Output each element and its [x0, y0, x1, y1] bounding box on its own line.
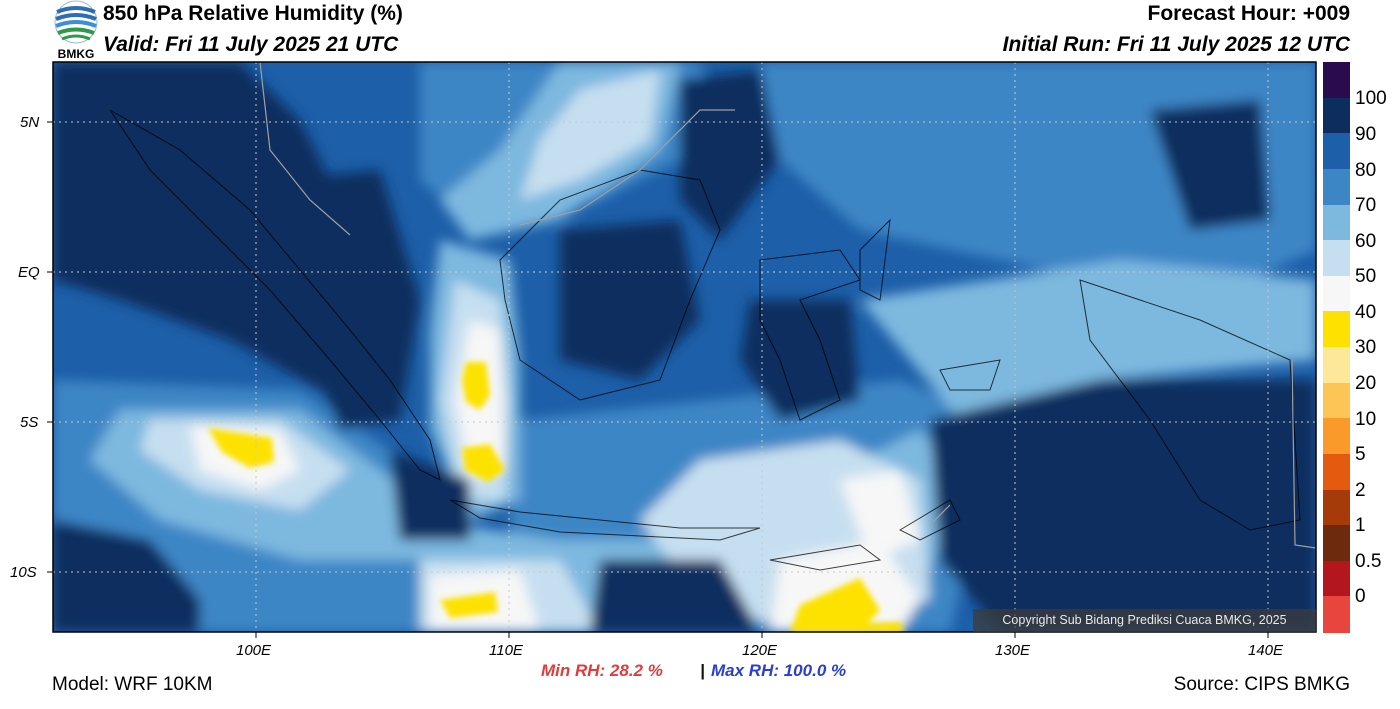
colorbar-label-30: 30 — [1355, 337, 1377, 358]
colorbar-label-20: 20 — [1355, 373, 1377, 394]
colorbar-segment — [1323, 204, 1350, 241]
lat-label-5n: 5N — [20, 114, 40, 131]
colorbar-segment — [1323, 418, 1350, 455]
initial-run: Initial Run: Fri 11 July 2025 12 UTC — [1002, 33, 1350, 56]
colorbar-segment — [1323, 168, 1350, 205]
colorbar — [1323, 62, 1350, 633]
lon-label-100e: 100E — [236, 642, 272, 659]
coastlines — [109, 109, 1301, 571]
lon-label-130e: 130E — [995, 642, 1031, 659]
colorbar-segment — [1323, 560, 1350, 597]
colorbar-label-2: 2 — [1355, 480, 1366, 501]
logo-text: BMKG — [58, 47, 95, 60]
colorbar-segment — [1323, 133, 1350, 170]
borders — [259, 62, 1316, 549]
lat-label-5s: 5S — [20, 414, 39, 431]
colorbar-segment — [1323, 347, 1350, 384]
colorbar-segment — [1323, 489, 1350, 526]
colorbar-segment — [1323, 311, 1350, 348]
rh-field — [53, 62, 1316, 632]
colorbar-label-70: 70 — [1355, 195, 1377, 216]
colorbar-label-0: 0 — [1355, 586, 1366, 607]
valid-time: Valid: Fri 11 July 2025 21 UTC — [103, 33, 399, 56]
gridlines — [53, 62, 1316, 632]
colorbar-segment — [1323, 97, 1350, 134]
map-title: 850 hPa Relative Humidity (%) — [103, 2, 403, 25]
colorbar-label-5: 5 — [1355, 444, 1366, 465]
colorbar-label-100: 100 — [1355, 88, 1387, 109]
forecast-hour: Forecast Hour: +009 — [1147, 2, 1351, 25]
colorbar-label-0-5: 0.5 — [1355, 551, 1382, 572]
lat-label-eq: EQ — [18, 264, 40, 281]
colorbar-segment — [1323, 382, 1350, 419]
colorbar-segment — [1323, 62, 1350, 99]
lon-label-120e: 120E — [742, 642, 778, 659]
min-rh: Min RH: 28.2 % — [541, 661, 663, 680]
colorbar-label-1: 1 — [1355, 515, 1366, 536]
lon-label-140e: 140E — [1248, 642, 1284, 659]
colorbar-segment — [1323, 453, 1350, 490]
colorbar-label-80: 80 — [1355, 160, 1377, 181]
colorbar-label-10: 10 — [1355, 409, 1377, 430]
colorbar-segment — [1323, 240, 1350, 277]
colorbar-label-50: 50 — [1355, 266, 1377, 287]
colorbar-segment — [1323, 275, 1350, 312]
colorbar-segment — [1323, 596, 1350, 633]
model-label: Model: WRF 10KM — [52, 674, 213, 695]
map-frame — [52, 61, 1317, 633]
bmkg-logo: BMKG — [54, 0, 98, 60]
lat-label-10s: 10S — [10, 564, 37, 581]
colorbar-label-90: 90 — [1355, 124, 1377, 145]
colorbar-label-40: 40 — [1355, 302, 1377, 323]
lon-label-110e: 110E — [489, 642, 523, 659]
source-label: Source: CIPS BMKG — [1173, 674, 1350, 695]
colorbar-segment — [1323, 525, 1350, 562]
stats-separator: | — [700, 661, 705, 680]
copyright-notice: Copyright Sub Bidang Prediksi Cuaca BMKG… — [973, 609, 1316, 632]
max-rh: Max RH: 100.0 % — [711, 661, 847, 680]
colorbar-label-60: 60 — [1355, 231, 1377, 252]
